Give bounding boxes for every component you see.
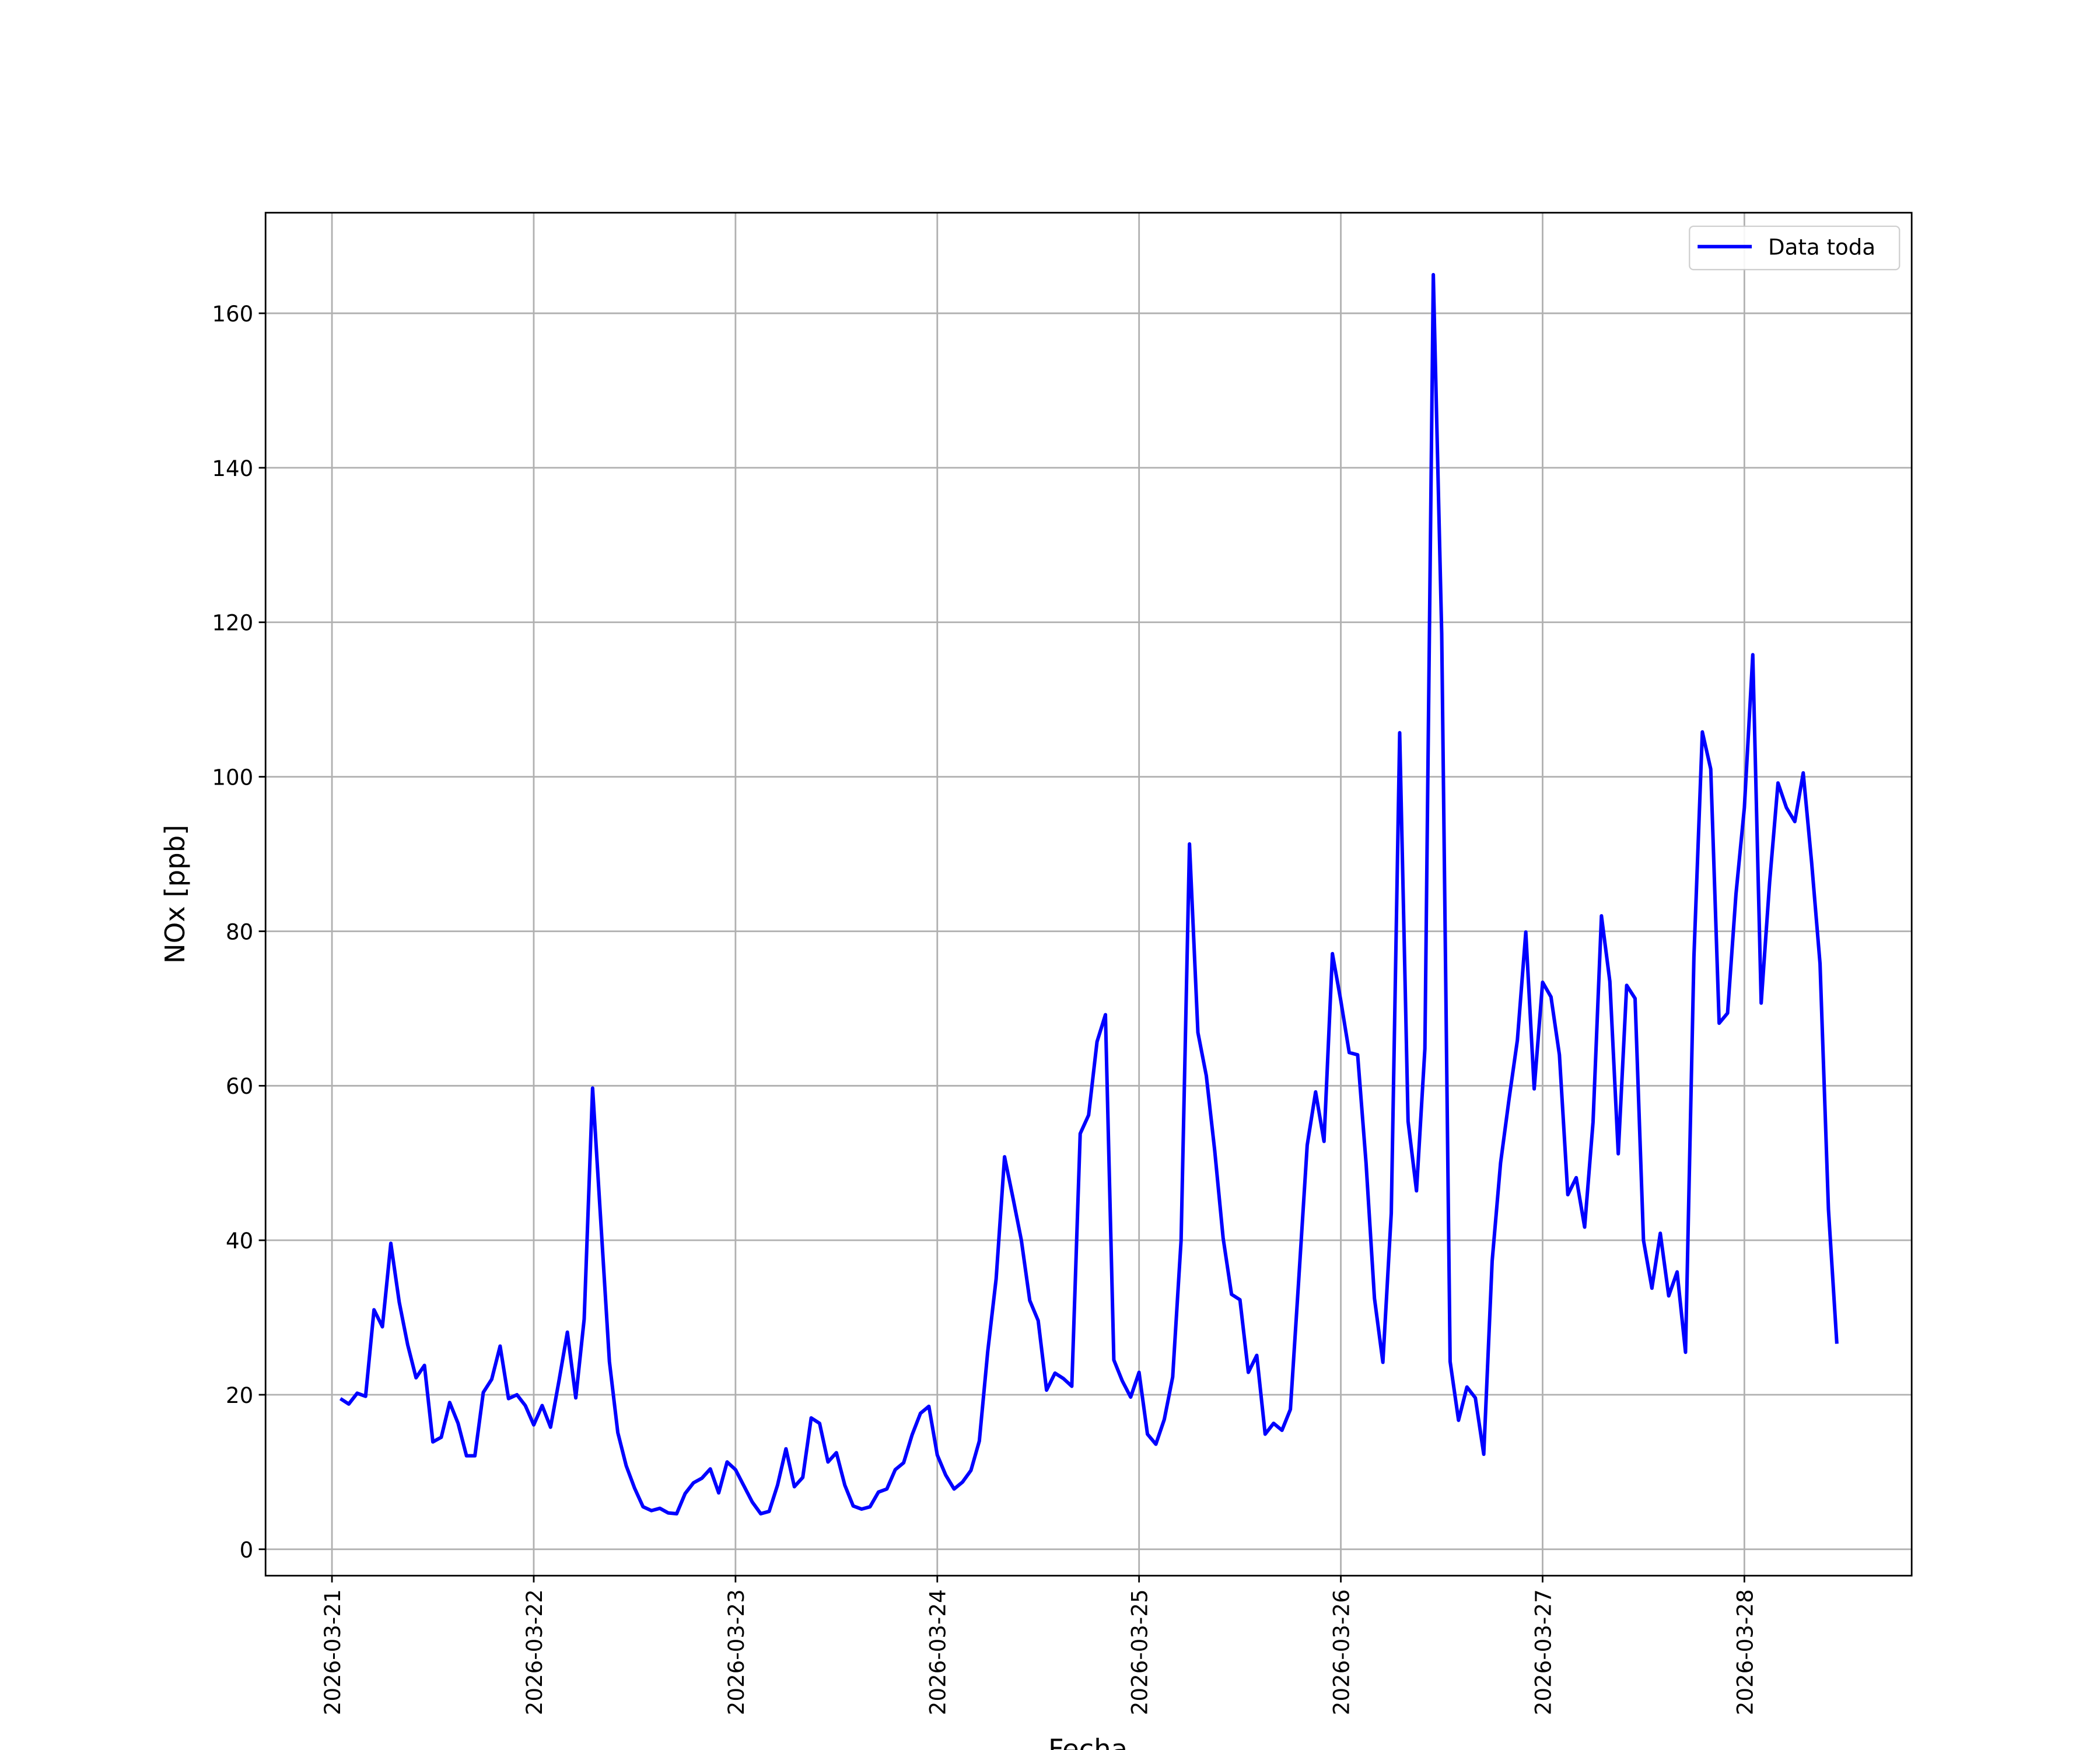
legend-label: Data toda (1768, 235, 1875, 260)
plot-area (339, 272, 1839, 1516)
y-tick-label: 60 (226, 1074, 253, 1099)
legend: Data toda (1689, 225, 1901, 271)
y-tick-label: 100 (212, 765, 253, 790)
y-tick-label: 20 (226, 1383, 253, 1408)
axes-frame (264, 212, 1913, 1577)
legend-box (1689, 225, 1901, 271)
x-tick-label: 2026-03-23 (724, 1589, 749, 1715)
grid (265, 212, 1912, 1576)
x-tick-label: 2026-03-28 (1732, 1589, 1758, 1715)
x-tick-label: 2026-03-27 (1531, 1589, 1556, 1715)
y-axis-label: NOx [ppb] (159, 825, 191, 964)
y-tick-label: 0 (240, 1538, 254, 1563)
data-line (339, 272, 1839, 1516)
x-tick-label: 2026-03-25 (1128, 1589, 1153, 1715)
ticks: 0 20 40 60 80 100 120 140 160 2026-03-21 2026-03-2… (212, 302, 1758, 1715)
y-tick-label: 40 (226, 1228, 253, 1254)
y-tick-label: 140 (212, 456, 253, 481)
x-tick-label: 2026-03-26 (1329, 1589, 1354, 1715)
y-tick-label: 160 (212, 302, 253, 327)
x-axis-label: Fecha (1048, 1734, 1128, 1750)
x-tick-label: 2026-03-24 (926, 1589, 951, 1715)
x-tick-label: 2026-03-22 (522, 1589, 547, 1715)
x-tick-label: 2026-03-21 (320, 1589, 345, 1715)
y-tick-label: 120 (212, 611, 253, 636)
y-tick-label: 80 (226, 919, 253, 944)
